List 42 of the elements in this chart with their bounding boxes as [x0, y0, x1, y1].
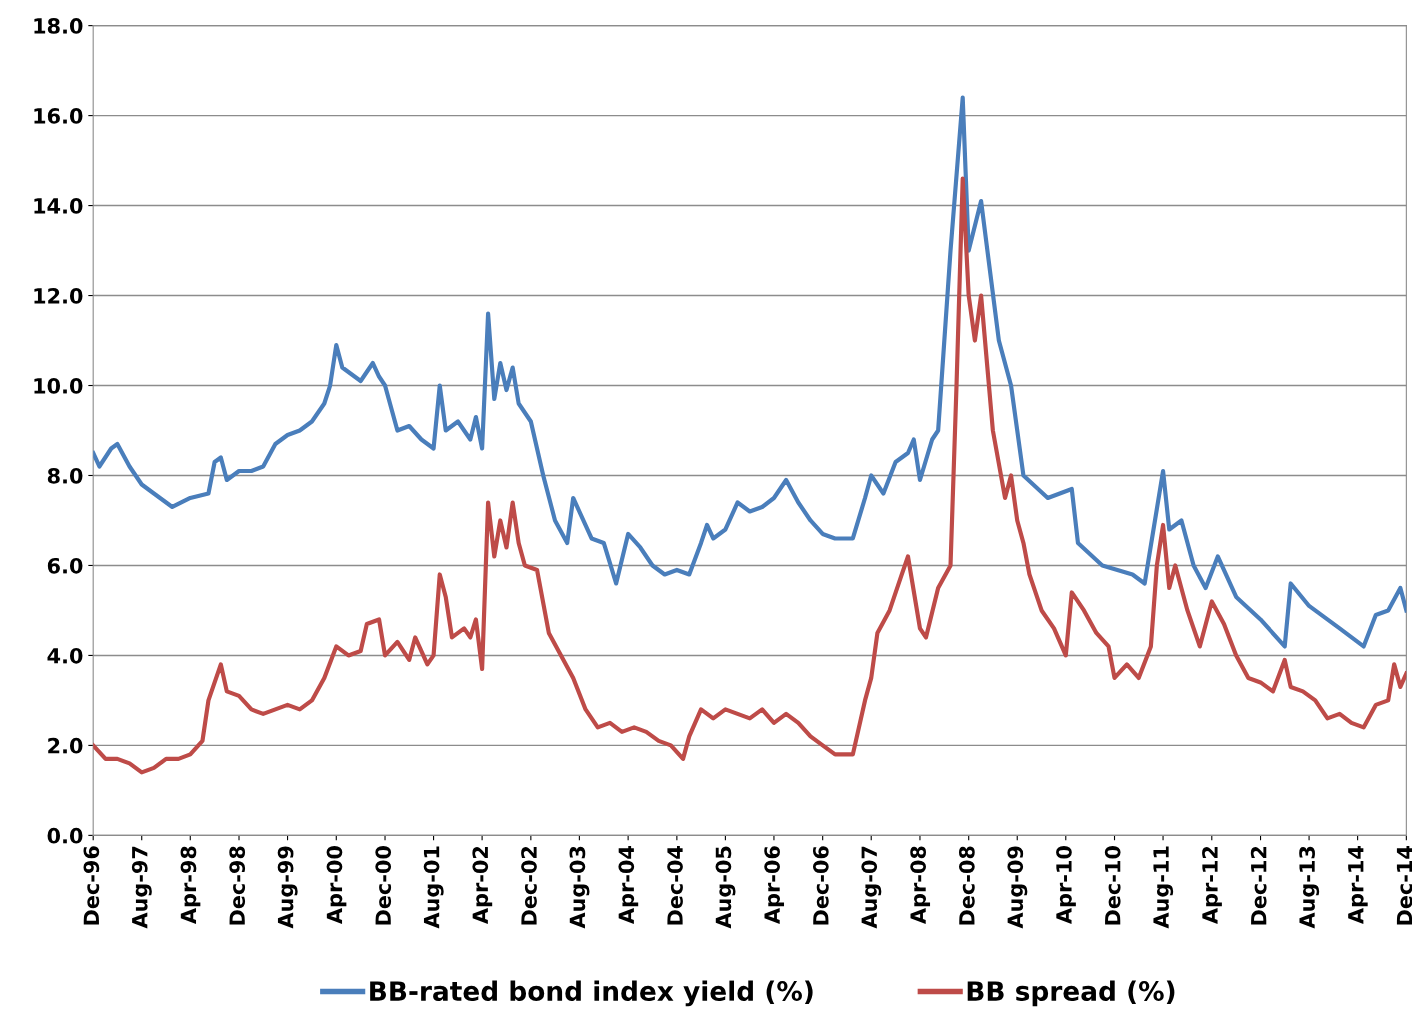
y-tick-label: 2.0 [48, 737, 83, 754]
x-tick-label: Apr-14 [1348, 846, 1368, 924]
x-tick-label: Dec-96 [83, 846, 100, 925]
line-series [93, 95, 1407, 649]
y-tick-label: 12.0 [34, 287, 83, 304]
y-tick-label: 6.0 [47, 557, 83, 574]
x-tick-label: Aug-09 [1007, 846, 1028, 929]
x-tick-label: Aug-99 [277, 846, 298, 929]
x-tick-label: Aug-03 [569, 846, 590, 929]
y-tick-label: 14.0 [34, 198, 83, 214]
x-tick-label: Dec-06 [812, 846, 829, 925]
y-tick-label: 0.0 [47, 827, 83, 844]
x-tick-label: Apr-08 [910, 846, 931, 924]
x-tick-label: Aug-05 [715, 846, 736, 929]
x-tick-label: Apr-00 [326, 846, 347, 924]
x-tick-label: Dec-12 [1250, 846, 1267, 925]
y-tick-label: 18.0 [34, 18, 83, 34]
x-tick-label: Apr-98 [180, 846, 201, 924]
x-tick-label: Aug-97 [131, 846, 152, 929]
y-tick-label: 4.0 [47, 647, 83, 664]
x-tick-label: Dec-98 [229, 846, 246, 925]
x-tick-label: Aug-07 [861, 846, 882, 929]
x-tick-label: Dec-08 [958, 846, 975, 925]
legend-label: BB spread (%) [967, 980, 1175, 1007]
x-tick-label: Aug-11 [1153, 846, 1174, 929]
x-tick-label: Apr-04 [618, 846, 639, 924]
x-tick-label: Dec-02 [521, 846, 537, 925]
x-tick-label: Dec-14 [1396, 846, 1412, 925]
x-tick-label: Apr-06 [764, 846, 785, 924]
y-tick-label: 16.0 [34, 108, 83, 124]
x-tick-label: Dec-10 [1104, 846, 1121, 925]
y-tick-label: 8.0 [47, 467, 83, 484]
x-tick-label: Apr-12 [1202, 846, 1222, 924]
x-tick-label: Apr-10 [1056, 846, 1076, 924]
x-tick-label: Dec-04 [667, 846, 683, 925]
legend-label: BB-rated bond index yield (%) [370, 980, 813, 1007]
x-tick-label: Apr-02 [472, 846, 493, 924]
y-tick-label: 10.0 [34, 377, 83, 394]
x-tick-label: Dec-00 [375, 846, 392, 925]
line-series [93, 176, 1407, 775]
x-tick-label: Aug-13 [1299, 846, 1320, 929]
x-tick-label: Aug-01 [423, 846, 444, 929]
